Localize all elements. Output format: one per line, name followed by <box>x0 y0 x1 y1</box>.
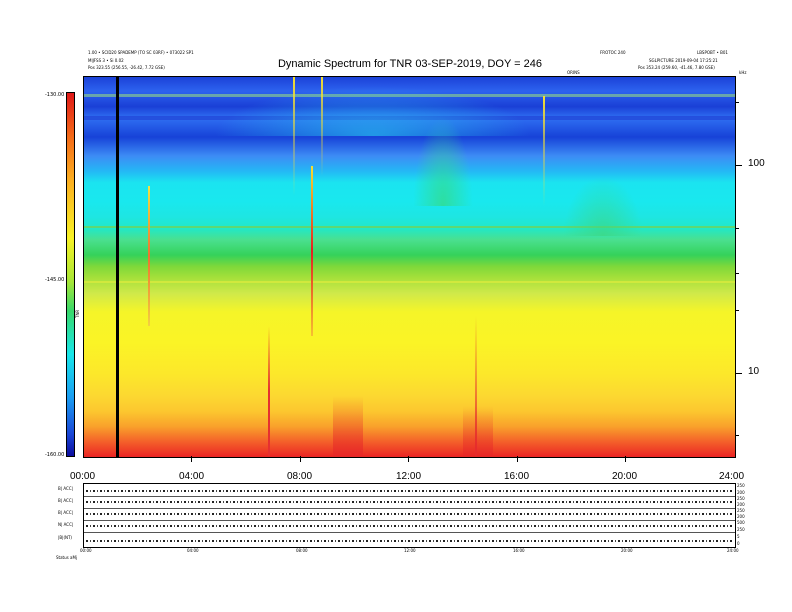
panel-x-tick-20: 20:00 <box>621 548 633 553</box>
header-right-mid: FROTOC 240 <box>600 50 626 55</box>
data-trace <box>86 540 733 542</box>
y-major-tick <box>735 165 742 166</box>
y-major-tick <box>735 373 742 374</box>
data-trace <box>86 525 733 527</box>
panel-right-8: 250 <box>737 527 745 532</box>
magnetometer-panel <box>83 483 736 548</box>
panel-right-4: 200 <box>737 502 745 507</box>
panel-x-tick-4: 04:00 <box>187 548 199 553</box>
chart-title: Dynamic Spectrum for TNR 03-SEP-2019, DO… <box>277 58 542 70</box>
burst-streak <box>268 326 270 456</box>
spectrogram-plot <box>83 76 735 457</box>
y-tick-10: 10 <box>748 366 760 377</box>
burst-streak <box>311 166 313 336</box>
burst-streak <box>293 76 295 196</box>
x-tick-20: 20:00 <box>612 471 638 482</box>
header-right-top: LBSPOBT • B01 <box>697 50 728 55</box>
burst-cluster <box>463 406 493 457</box>
header-right-line2: SGLPICTURE 2019-09-04 17:25:21 <box>649 58 718 63</box>
panel-x-tick-24: 24:00 <box>727 548 739 553</box>
panel-x-tick-8: 08:00 <box>296 548 308 553</box>
corner-unit: kHz <box>739 70 747 75</box>
band-line <box>83 281 735 283</box>
x-tick-16: 16:00 <box>504 471 530 482</box>
time-marker-line <box>116 76 119 457</box>
x-tick-24: 24:00 <box>719 471 745 482</box>
plot-frame <box>83 76 736 458</box>
y-minor-tick <box>735 273 739 274</box>
x-major-tick <box>408 456 409 462</box>
panel-right-1: 250 <box>737 483 745 488</box>
burst-streak <box>475 316 477 456</box>
x-major-tick <box>191 456 192 462</box>
panel-right-10: 0 <box>737 541 740 546</box>
header-left-line2: MIJFSS 3 • Si 0.02 <box>88 58 124 63</box>
x-major-tick <box>517 456 518 462</box>
x-major-tick <box>300 456 301 462</box>
panel-label-5: |B|(NT) <box>58 535 72 540</box>
panel-right-7: 500 <box>737 520 745 525</box>
panel-divider <box>84 496 735 497</box>
panel-right-6: 200 <box>737 514 745 519</box>
x-tick-8: 08:00 <box>287 471 313 482</box>
y-tick-100: 100 <box>748 158 765 169</box>
data-trace <box>86 490 733 492</box>
y-minor-tick <box>735 102 739 103</box>
panel-x-tick-12: 12:00 <box>404 548 416 553</box>
panel-right-2: 200 <box>737 490 745 495</box>
burst-cluster <box>333 396 363 457</box>
header-right-line3: Pos 353.24 (259.60, -41.46, 7.80 GSE) <box>638 65 715 70</box>
x-tick-0: 00:00 <box>70 471 96 482</box>
status-footer: Status aMj <box>56 555 78 560</box>
x-tick-12: 12:00 <box>396 471 422 482</box>
panel-divider <box>84 520 735 521</box>
burst-streak <box>321 76 323 176</box>
x-tick-4: 04:00 <box>179 471 205 482</box>
x-major-tick <box>625 456 626 462</box>
colorbar-tick-mid: -145.00 <box>45 277 65 283</box>
data-trace <box>86 513 733 515</box>
panel-right-9: 5 <box>737 534 740 539</box>
y-minor-tick <box>735 228 739 229</box>
panel-right-3: 250 <box>737 496 745 501</box>
colorbar-label: TNR <box>75 309 80 318</box>
panel-divider <box>84 532 735 533</box>
header-left-line1: 1.00 • SCID20 SPADEMP (TO SC 03RF) • 073… <box>88 50 194 55</box>
y-minor-tick <box>735 310 739 311</box>
burst-streak <box>543 96 545 206</box>
spectrogram-gradient <box>83 76 735 457</box>
y-minor-tick <box>735 435 739 436</box>
band-line <box>83 226 735 228</box>
panel-label-1: B| ACC| <box>58 486 73 491</box>
colorbar <box>66 92 75 457</box>
emission-patch <box>563 176 643 236</box>
colorbar-tick-bottom: -160.00 <box>45 452 65 458</box>
emission-patch <box>213 86 533 136</box>
panel-divider <box>84 508 735 509</box>
header-left-line3: Pos 323.55 (256.55, -26.42, 7.72 GSE) <box>88 65 165 70</box>
panel-right-5: 250 <box>737 508 745 513</box>
colorbar-tick-top: -130.00 <box>45 92 65 98</box>
panel-label-2: B| ACC| <box>58 498 73 503</box>
burst-streak <box>148 186 150 326</box>
panel-label-4: N| ACC| <box>58 522 74 527</box>
panel-x-tick-16: 16:00 <box>513 548 525 553</box>
panel-x-tick-0: 00:00 <box>80 548 92 553</box>
data-trace <box>86 501 733 503</box>
panel-label-3: B| ACC| <box>58 510 73 515</box>
header-center-small: ORINS <box>567 70 580 75</box>
